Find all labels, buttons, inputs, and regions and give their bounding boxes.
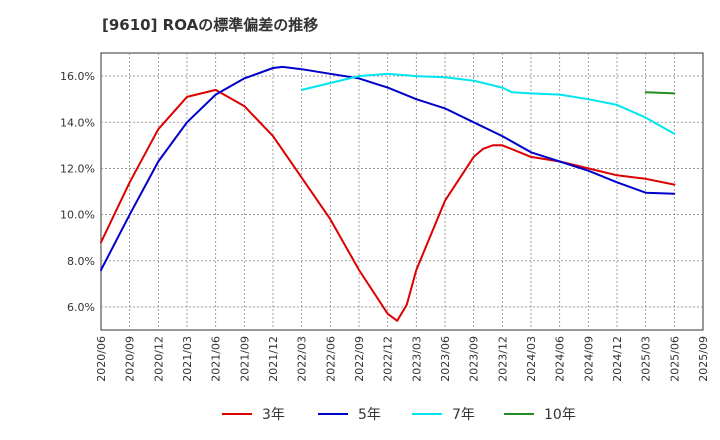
y-tick-label: 14.0% xyxy=(60,116,95,129)
series-line xyxy=(300,72,676,135)
series-lines xyxy=(100,65,676,322)
legend-label: 10年 xyxy=(544,407,576,423)
plot-area xyxy=(100,52,704,331)
x-tick-label: 2020/12 xyxy=(152,336,165,382)
y-tick-label: 10.0% xyxy=(60,209,95,222)
legend-label: 5年 xyxy=(358,407,381,423)
x-tick-label: 2021/09 xyxy=(238,336,251,382)
y-tick-label: 6.0% xyxy=(67,301,95,314)
x-tick-label: 2021/03 xyxy=(181,336,194,382)
x-tick-label: 2023/09 xyxy=(468,336,481,382)
x-axis-ticks: 2020/06 2020/09 2020/12 2021/03 2021/06 2021/… xyxy=(95,336,710,382)
x-tick-label: 2022/06 xyxy=(324,336,337,382)
x-tick-label: 2022/09 xyxy=(353,336,366,382)
grid-lines xyxy=(101,53,703,330)
series-line xyxy=(100,65,676,271)
x-tick-label: 2022/03 xyxy=(296,336,309,382)
x-tick-label: 2023/06 xyxy=(439,336,452,382)
x-tick-label: 2020/06 xyxy=(95,336,108,382)
legend-label: 7年 xyxy=(452,407,475,423)
legend: 3年 5年 7年 10年 xyxy=(222,407,576,423)
x-tick-label: 2020/09 xyxy=(124,336,137,382)
x-tick-label: 2023/03 xyxy=(410,336,423,382)
x-tick-label: 2025/03 xyxy=(640,336,653,382)
x-tick-label: 2025/09 xyxy=(697,336,710,382)
legend-label: 3年 xyxy=(262,407,285,423)
x-tick-label: 2025/06 xyxy=(668,336,681,382)
x-tick-label: 2024/06 xyxy=(554,336,567,382)
x-tick-label: 2024/03 xyxy=(525,336,538,382)
y-tick-label: 8.0% xyxy=(67,255,95,268)
x-tick-label: 2021/12 xyxy=(267,336,280,382)
y-axis-ticks: 6.0% 8.0% 10.0% 12.0% 14.0% 16.0% xyxy=(60,70,95,314)
x-tick-label: 2024/09 xyxy=(582,336,595,382)
chart-title: [9610] ROAの標準偏差の推移 xyxy=(102,16,319,34)
x-tick-label: 2024/12 xyxy=(611,336,624,382)
x-tick-label: 2021/06 xyxy=(210,336,223,382)
y-tick-label: 16.0% xyxy=(60,70,95,83)
x-tick-label: 2023/12 xyxy=(496,336,509,382)
series-line xyxy=(644,91,676,95)
x-tick-label: 2022/12 xyxy=(382,336,395,382)
y-tick-label: 12.0% xyxy=(60,162,95,175)
